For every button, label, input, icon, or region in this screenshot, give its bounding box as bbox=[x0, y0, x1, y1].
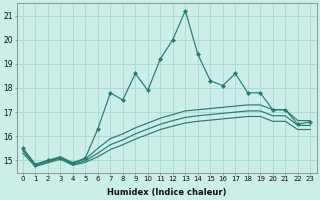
X-axis label: Humidex (Indice chaleur): Humidex (Indice chaleur) bbox=[107, 188, 226, 197]
